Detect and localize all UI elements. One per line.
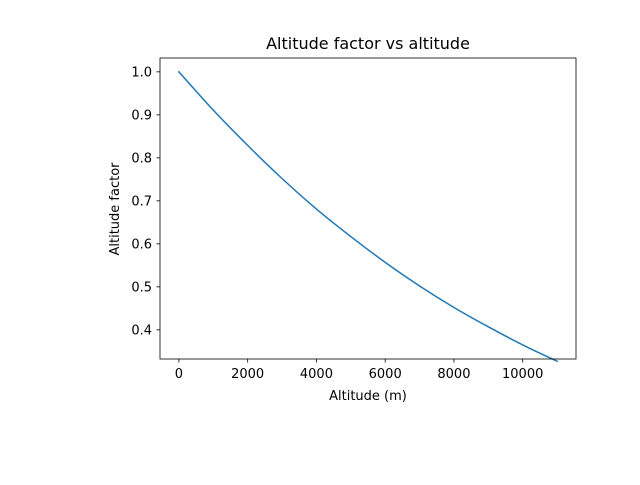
series-layer <box>177 70 559 363</box>
chart-title: Altitude factor vs altitude <box>266 34 470 53</box>
y-tick-label: 0.9 <box>131 108 152 123</box>
y-tick-label: 0.4 <box>131 323 152 338</box>
plot-frame <box>159 57 577 360</box>
series-line-0 <box>177 70 559 363</box>
y-tick-label: 1.0 <box>131 65 152 80</box>
y-ticks: 0.4 0.5 0.6 0.7 0.8 0.9 1.0 <box>131 65 160 338</box>
plot-area <box>160 58 576 359</box>
x-tick-label: 6000 <box>369 367 402 382</box>
y-axis-label: Altitude factor <box>108 162 123 256</box>
x-tick-label: 0 <box>175 367 183 382</box>
y-tick-label: 0.8 <box>131 151 152 166</box>
x-ticks: 0 2000 4000 6000 8000 10000 <box>175 359 543 382</box>
y-tick-label: 0.7 <box>131 194 152 209</box>
y-tick-label: 0.6 <box>131 237 152 252</box>
y-tick-label: 0.5 <box>131 280 152 295</box>
x-axis-label: Altitude (m) <box>329 389 407 404</box>
x-tick-label: 10000 <box>502 367 543 382</box>
x-tick-label: 8000 <box>437 367 470 382</box>
x-tick-label: 2000 <box>231 367 264 382</box>
x-tick-label: 4000 <box>300 367 333 382</box>
